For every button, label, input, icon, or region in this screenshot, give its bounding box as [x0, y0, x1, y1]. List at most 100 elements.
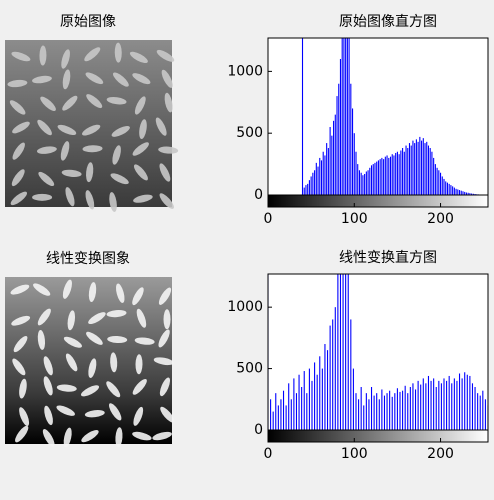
- rice-grain: [134, 96, 146, 115]
- rice-grain: [12, 121, 30, 134]
- rice-grain: [106, 96, 127, 105]
- rice-grain: [132, 142, 149, 156]
- image-title: 线性变换图象: [46, 250, 130, 267]
- rice-grain: [86, 162, 94, 183]
- rice-grain: [12, 142, 25, 160]
- rice-grain: [133, 406, 144, 426]
- rice-grain: [11, 51, 31, 62]
- rice-grain: [86, 94, 103, 109]
- rice-grain: [37, 119, 52, 136]
- rice-grain: [67, 310, 76, 331]
- rice-grain: [153, 357, 174, 366]
- rice-grain: [112, 145, 121, 165]
- colorbar: [267, 429, 489, 443]
- rice-grain: [39, 45, 47, 66]
- rice-grain: [152, 431, 172, 441]
- rice-grain: [10, 191, 28, 206]
- rice-grain: [81, 430, 99, 443]
- rice-grain: [156, 49, 175, 62]
- rice-grain: [43, 376, 53, 396]
- rice-grain: [80, 385, 100, 397]
- rice-grain: [132, 73, 151, 85]
- image-title: 原始图像: [60, 14, 116, 30]
- rice-grain: [32, 75, 52, 84]
- rice-grain: [61, 49, 70, 69]
- rice-grain: [132, 287, 144, 306]
- rice-grain: [65, 353, 78, 372]
- rice-grain: [88, 358, 97, 378]
- plot-marks: [268, 274, 488, 430]
- rice-grain: [32, 193, 53, 201]
- rice-grain: [13, 335, 28, 353]
- rice-grain: [161, 69, 173, 88]
- x-tick-label: 100: [341, 446, 368, 462]
- rice-grain: [159, 377, 171, 397]
- image: [5, 277, 172, 444]
- rice-grain: [163, 309, 171, 330]
- rice-grain: [158, 329, 170, 348]
- x-tick-label: 200: [427, 446, 454, 462]
- rice-grain: [136, 308, 147, 328]
- rice-grain: [85, 72, 104, 85]
- rice-grain: [112, 72, 129, 87]
- rice-grain: [65, 187, 75, 207]
- rice-grain: [160, 406, 175, 423]
- rice-grain: [37, 330, 46, 350]
- rice-grain: [110, 352, 118, 373]
- rice-grain: [19, 378, 27, 399]
- y-tick-label: 0: [254, 422, 263, 438]
- rice-grain: [36, 146, 57, 154]
- rice-grain: [19, 407, 30, 426]
- rice-grain: [88, 312, 106, 325]
- rice-grain: [63, 336, 82, 348]
- rice-grain: [63, 427, 72, 448]
- x-tick-label: 200: [427, 211, 454, 227]
- x-tick-label: 100: [341, 211, 368, 227]
- colorbar: [267, 194, 489, 208]
- rice-grain: [158, 146, 179, 154]
- rice-grain: [115, 427, 123, 448]
- rice-grain: [133, 164, 148, 181]
- rice-grain: [11, 169, 25, 187]
- rice-grain: [60, 141, 70, 161]
- rice-grain: [129, 51, 148, 63]
- rice-grain: [43, 356, 53, 376]
- plot-marks: [301, 38, 485, 195]
- plot-area: [268, 274, 488, 430]
- rice-grain: [106, 381, 121, 398]
- rice-grain: [132, 378, 147, 395]
- rice-grain: [107, 335, 128, 344]
- chart-title: 原始图像直方图: [339, 13, 437, 30]
- rice-grain: [133, 194, 153, 203]
- rice-grain: [159, 163, 171, 182]
- y-tick-label: 1000: [227, 63, 263, 79]
- rice-grain: [12, 358, 26, 376]
- rice-grain: [114, 42, 122, 63]
- rice-grain: [106, 310, 127, 318]
- rice-grain: [56, 384, 77, 392]
- rice-grain: [159, 193, 174, 209]
- rice-grain: [132, 431, 152, 441]
- rice-grain: [110, 173, 129, 185]
- rice-grain: [158, 287, 172, 305]
- rice-grain: [62, 279, 72, 299]
- rice-grain: [86, 331, 103, 345]
- y-tick-label: 500: [236, 361, 263, 377]
- rice-grain: [10, 284, 30, 295]
- rice-grain: [38, 171, 55, 187]
- chart-title: 线性变换直方图: [339, 249, 437, 266]
- rice-grain: [57, 124, 77, 136]
- y-tick-label: 1000: [227, 299, 263, 315]
- x-tick-label: 0: [264, 211, 273, 227]
- y-tick-label: 0: [254, 187, 263, 203]
- rice-grain: [44, 405, 53, 426]
- rice-grain: [7, 79, 28, 88]
- rice-grain: [62, 95, 78, 111]
- rice-grain: [164, 92, 173, 113]
- rice-grain: [82, 145, 103, 153]
- rice-grain: [11, 315, 31, 326]
- rice-grain: [84, 410, 105, 418]
- rice-grain: [42, 429, 55, 447]
- rice-grain: [61, 169, 82, 177]
